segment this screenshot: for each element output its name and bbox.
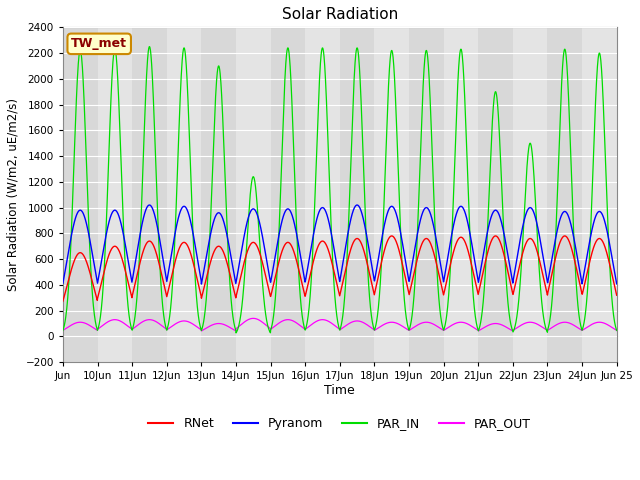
Bar (444, 27, 478, 362)
Bar (63, 27, 97, 362)
Bar (132, 27, 167, 362)
Bar (271, 27, 305, 362)
Bar (97, 27, 132, 362)
Bar (547, 27, 582, 362)
Bar (202, 27, 236, 362)
Bar (478, 27, 513, 362)
Bar (305, 27, 340, 362)
Bar (167, 27, 202, 362)
Text: TW_met: TW_met (71, 37, 127, 50)
Y-axis label: Solar Radiation (W/m2, uE/m2/s): Solar Radiation (W/m2, uE/m2/s) (7, 98, 20, 291)
Bar (340, 27, 374, 362)
Bar (582, 27, 617, 362)
X-axis label: Time: Time (324, 384, 355, 397)
Bar (409, 27, 444, 362)
Legend: RNet, Pyranom, PAR_IN, PAR_OUT: RNet, Pyranom, PAR_IN, PAR_OUT (143, 412, 536, 435)
Bar (236, 27, 271, 362)
Bar (374, 27, 409, 362)
Title: Solar Radiation: Solar Radiation (282, 7, 398, 22)
Bar (513, 27, 547, 362)
